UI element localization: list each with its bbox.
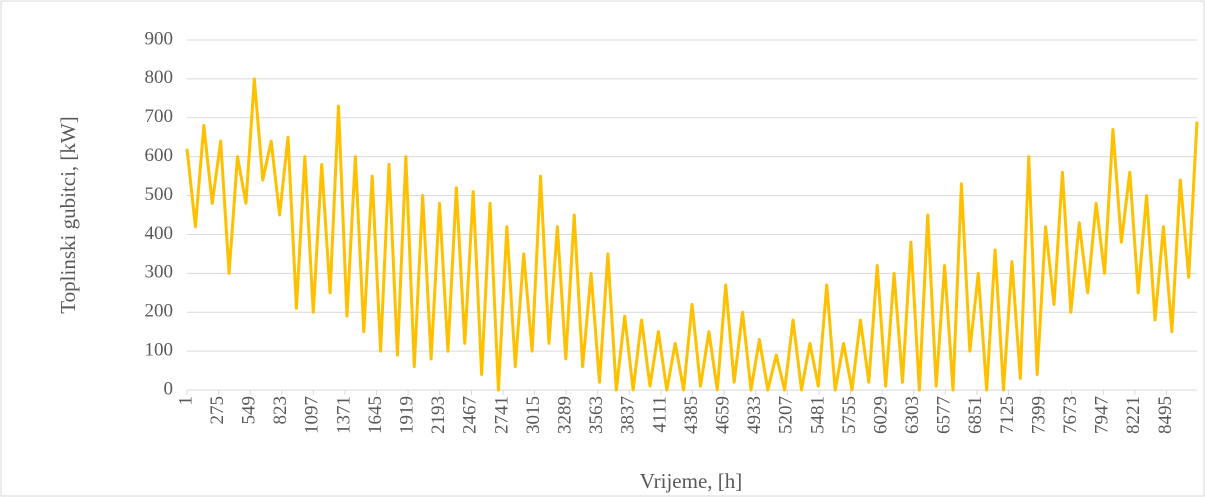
x-tick-label: 1645	[365, 396, 386, 434]
x-tick-label: 1	[175, 396, 196, 406]
x-tick-label: 7399	[1028, 396, 1049, 434]
y-tick-label: 600	[145, 145, 174, 166]
x-axis-title: Vrijeme, [h]	[640, 469, 743, 493]
x-tick-label: 8495	[1155, 396, 1176, 434]
x-tick-label: 6303	[902, 396, 923, 434]
x-tick-label: 7947	[1092, 396, 1113, 434]
x-tick-label: 1919	[397, 396, 418, 434]
y-tick-label: 700	[145, 106, 174, 127]
x-tick-label: 3015	[523, 396, 544, 434]
y-tick-label: 400	[145, 223, 174, 244]
x-tick-label: 4385	[681, 396, 702, 434]
x-tick-label: 2741	[491, 396, 512, 434]
y-tick-label: 200	[145, 301, 174, 322]
x-tick-label: 5207	[776, 396, 797, 434]
x-tick-label: 1097	[302, 396, 323, 434]
x-tick-label: 549	[239, 396, 260, 425]
x-tick-label: 3563	[586, 396, 607, 434]
x-tick-label: 4111	[649, 396, 670, 433]
x-tick-label: 3837	[618, 396, 639, 434]
y-tick-label: 300	[145, 262, 174, 283]
x-tick-label: 823	[270, 396, 291, 425]
y-axis-title: Toplinski gubitci, [kW]	[56, 116, 80, 313]
x-tick-label: 6851	[965, 396, 986, 434]
y-tick-label: 900	[145, 28, 174, 49]
y-tick-label: 100	[145, 339, 174, 360]
x-tick-label: 8221	[1123, 396, 1144, 434]
x-tick-label: 6029	[870, 396, 891, 434]
x-tick-label: 7125	[997, 396, 1018, 434]
x-tick-label: 2193	[428, 396, 449, 434]
y-tick-label: 0	[164, 378, 174, 399]
x-tick-label: 1371	[333, 396, 354, 434]
line-series	[185, 77, 1199, 392]
y-tick-label: 800	[145, 67, 174, 88]
x-tick-label: 5755	[839, 396, 860, 434]
x-tick-label: 7673	[1060, 396, 1081, 434]
x-tick-label: 6577	[934, 396, 955, 434]
x-tick-label: 5481	[807, 396, 828, 434]
x-tick-label: 4933	[744, 396, 765, 434]
x-tick-label: 2467	[460, 396, 481, 434]
x-tick-label: 4659	[712, 396, 733, 434]
x-tick-label: 3289	[554, 396, 575, 434]
y-tick-label: 500	[145, 184, 174, 205]
x-tick-label: 275	[207, 396, 228, 425]
